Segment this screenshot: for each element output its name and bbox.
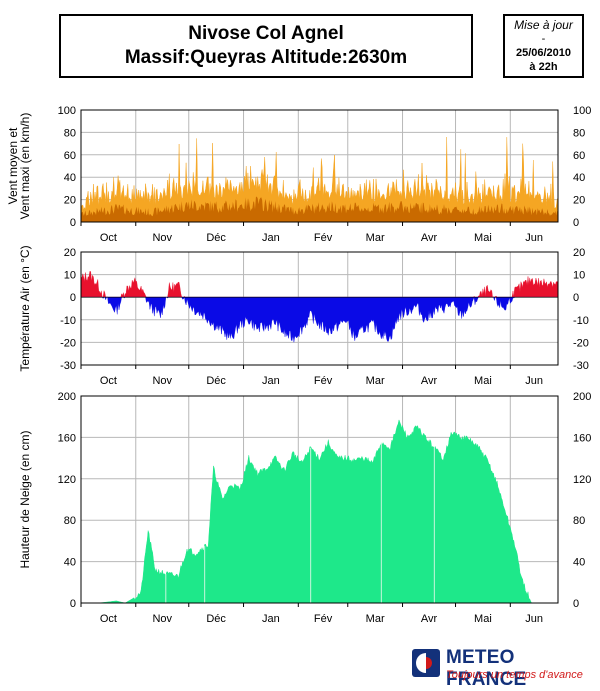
y-tick-label-left: 40 xyxy=(64,557,76,569)
wind-mean-series xyxy=(81,196,558,222)
y-tick-label-left: 80 xyxy=(64,127,76,139)
station-title-box: Nivose Col Agnel Massif:Queyras Altitude… xyxy=(59,14,473,78)
y-tick-label-left: 0 xyxy=(70,292,76,304)
month-label: Fév xyxy=(314,375,333,387)
month-label: Mar xyxy=(366,375,385,387)
wind-max-series xyxy=(80,136,559,223)
y-tick-label-right: 0 xyxy=(573,217,579,229)
y-tick-label-right: -10 xyxy=(573,315,589,327)
y-tick-label-left: 20 xyxy=(64,195,76,207)
y-tick-label-left: 40 xyxy=(64,172,76,184)
month-label: Nov xyxy=(152,613,172,625)
y-tick-label-left: -20 xyxy=(60,337,76,349)
month-label: Avr xyxy=(421,375,438,387)
meteo-france-logo: METEO FRANCE Toujours un temps d'avance xyxy=(410,645,596,690)
month-label: Mai xyxy=(474,375,492,387)
y-tick-label-right: 80 xyxy=(573,127,585,139)
y-axis-title: Hauteur de Neige (en cm) xyxy=(18,430,32,568)
y-tick-label-left: 0 xyxy=(70,598,76,610)
update-label: Mise à jour xyxy=(514,18,573,32)
y-tick-label-left: 120 xyxy=(58,474,76,486)
month-label: Jan xyxy=(262,613,280,625)
y-tick-label-right: 10 xyxy=(573,270,585,282)
snow-depth-series xyxy=(81,418,558,604)
month-label: Fév xyxy=(314,232,333,244)
month-label: Mar xyxy=(366,613,385,625)
y-tick-label-left: 10 xyxy=(64,270,76,282)
month-label: Mar xyxy=(366,232,385,244)
month-label: Oct xyxy=(100,613,117,625)
y-axis-title: Vent maxi (en km/h) xyxy=(18,113,32,220)
update-date: 25/06/2010 xyxy=(515,47,572,59)
month-label: Déc xyxy=(206,232,226,244)
month-label: Nov xyxy=(152,375,172,387)
y-tick-label-right: 0 xyxy=(573,292,579,304)
update-box: Mise à jour - 25/06/2010 à 22h xyxy=(503,14,584,78)
plot-border xyxy=(80,395,559,604)
y-tick-label-right: 100 xyxy=(573,105,591,117)
month-label: Avr xyxy=(421,613,438,625)
y-tick-label-left: 160 xyxy=(58,432,76,444)
month-label: Oct xyxy=(100,232,117,244)
y-tick-label-right: 20 xyxy=(573,195,585,207)
month-label: Jun xyxy=(525,232,543,244)
y-tick-label-right: 120 xyxy=(573,474,591,486)
y-tick-label-right: 40 xyxy=(573,557,585,569)
month-label: Déc xyxy=(206,613,226,625)
y-tick-label-right: -20 xyxy=(573,337,589,349)
month-label: Jan xyxy=(262,232,280,244)
month-label: Avr xyxy=(421,232,438,244)
y-tick-label-right: 80 xyxy=(573,515,585,527)
update-dash: - xyxy=(541,33,546,45)
y-tick-label-right: 20 xyxy=(573,247,585,259)
month-label: Jun xyxy=(525,613,543,625)
month-label: Jan xyxy=(262,375,280,387)
plot-border xyxy=(80,251,559,366)
y-tick-label-left: 100 xyxy=(58,105,76,117)
month-label: Jun xyxy=(525,375,543,387)
month-label: Mai xyxy=(474,232,492,244)
y-tick-label-right: 40 xyxy=(573,172,585,184)
y-tick-label-right: 200 xyxy=(573,391,591,403)
y-axis-title: Vent moyen et xyxy=(6,127,20,204)
y-tick-label-right: 60 xyxy=(573,150,585,162)
month-label: Mai xyxy=(474,613,492,625)
y-tick-label-left: 80 xyxy=(64,515,76,527)
temp-positive-series xyxy=(80,271,559,298)
y-tick-label-right: 160 xyxy=(573,432,591,444)
brand-tagline: Toujours un temps d'avance xyxy=(446,669,583,681)
y-tick-label-left: 0 xyxy=(70,217,76,229)
station-massif-altitude: Massif:Queyras Altitude:2630m xyxy=(124,47,408,68)
month-label: Déc xyxy=(206,375,226,387)
y-tick-label-right: 0 xyxy=(573,598,579,610)
month-label: Nov xyxy=(152,232,172,244)
month-label: Oct xyxy=(100,375,117,387)
update-time: à 22h xyxy=(529,61,558,73)
y-tick-label-left: -10 xyxy=(60,315,76,327)
y-tick-label-left: 200 xyxy=(58,391,76,403)
y-tick-label-left: 60 xyxy=(64,150,76,162)
y-tick-label-right: -30 xyxy=(573,360,589,372)
y-tick-label-left: -30 xyxy=(60,360,76,372)
y-tick-label-left: 20 xyxy=(64,247,76,259)
month-label: Fév xyxy=(314,613,333,625)
y-axis-title: Température Air (en °C) xyxy=(18,245,32,371)
plot-border xyxy=(80,109,559,223)
station-name: Nivose Col Agnel xyxy=(188,23,344,44)
meteo-france-logo-icon xyxy=(412,649,440,677)
